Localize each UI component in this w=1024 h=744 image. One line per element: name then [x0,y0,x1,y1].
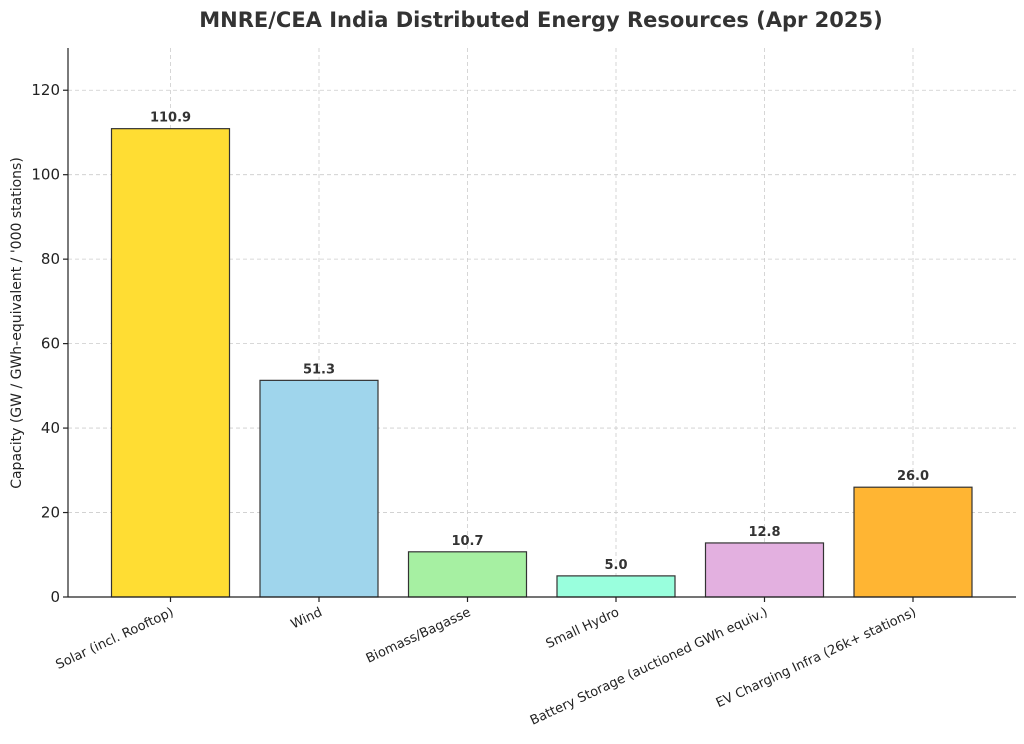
bar-value-label: 110.9 [150,111,191,126]
y-tick-label: 0 [50,588,60,606]
bar-value-label: 10.7 [451,534,483,549]
axes [67,48,1016,598]
y-axis-label: Capacity (GW / GWh-equivalent / '000 sta… [9,157,25,489]
y-tick-label: 40 [41,419,60,437]
x-tick-label: Wind [289,605,325,632]
bar [110,128,231,598]
x-tick-label: Battery Storage (auctioned GWh equiv.) [528,605,770,729]
bar [407,551,528,598]
x-tick-labels: Solar (incl. Rooftop) Wind Biomass/Bagasse… [54,597,919,729]
bar-value-label: 5.0 [604,558,627,573]
value-labels: 110.9 51.3 10.7 5.0 12.8 26.0 [150,111,929,573]
y-tick-label: 20 [41,504,60,522]
x-tick-label: Solar (incl. Rooftop) [54,605,177,673]
bar-value-label: 51.3 [303,362,335,377]
y-tick-label: 120 [31,81,60,99]
x-tick-label: Biomass/Bagasse [364,605,473,667]
y-tick-label: 80 [41,250,60,268]
bar [259,379,379,598]
y-tick-labels: 0 20 40 60 80 100 120 [31,81,68,606]
bar-value-label: 12.8 [748,525,780,540]
bar [704,542,825,598]
x-tick-label: Small Hydro [544,605,622,652]
bar [853,486,973,598]
y-tick-label: 60 [41,335,60,353]
chart-title: MNRE/CEA India Distributed Energy Resour… [199,8,882,32]
y-tick-label: 100 [31,166,60,184]
bar [556,575,676,598]
bars [110,128,973,598]
bar-value-label: 26.0 [897,469,929,484]
